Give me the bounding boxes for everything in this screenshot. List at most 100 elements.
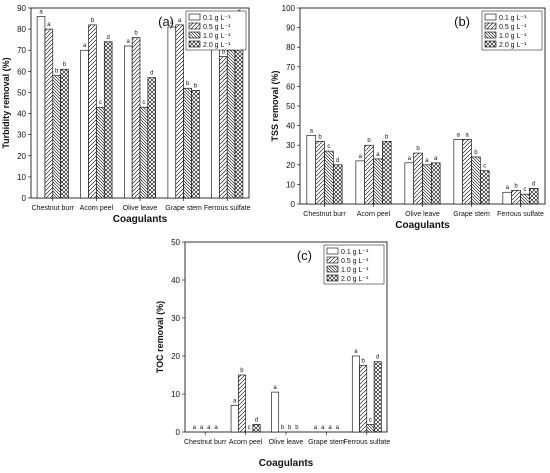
bar	[502, 191, 512, 205]
legend-swatch	[188, 13, 201, 21]
significance-letter: c	[248, 425, 251, 431]
legend-swatch	[326, 256, 339, 264]
legend-swatch	[188, 31, 201, 39]
bar	[333, 164, 343, 205]
bar	[211, 39, 220, 199]
legend-swatch	[326, 274, 339, 282]
bar	[230, 405, 239, 433]
significance-letter: a	[457, 132, 461, 138]
bar	[131, 37, 141, 199]
significance-letter: c	[523, 187, 526, 193]
significance-letter: b	[318, 134, 322, 140]
y-tick-label: 20	[171, 352, 180, 361]
significance-letter: b	[514, 183, 518, 189]
panel-a-turbidity-chart: 0 10 20 30 40 50 60 70 80 90 Turbidity removal (%)…	[1, 4, 251, 225]
significance-letter: a	[47, 22, 51, 28]
y-tick-label: 90	[17, 4, 26, 13]
bar	[520, 193, 530, 205]
significance-letter: c	[142, 100, 145, 106]
significance-letter: a	[233, 398, 237, 404]
bar	[359, 365, 368, 433]
significance-letter: a	[359, 154, 363, 160]
y-tick-label: 60	[286, 82, 295, 91]
significance-letter: d	[255, 417, 258, 423]
y-tick-label: 0	[291, 200, 296, 209]
significance-letter: d	[532, 181, 535, 187]
significance-letter: a	[506, 185, 510, 191]
bar	[36, 16, 46, 199]
legend-swatch	[484, 40, 497, 48]
legend-swatch	[326, 247, 339, 255]
panel-label: (c)	[297, 248, 312, 263]
x-tick-label: Acorn peel	[229, 439, 263, 446]
bar	[529, 188, 539, 205]
x-tick-label: Chestnut burr	[32, 205, 75, 212]
y-tick-label: 70	[286, 63, 295, 72]
legend-swatch	[484, 31, 497, 39]
significance-letter: a	[200, 425, 204, 431]
bar	[271, 391, 280, 433]
bar	[315, 140, 325, 205]
legend-swatch	[188, 22, 201, 30]
x-tick-label: Olive leave	[269, 439, 304, 446]
bar	[183, 87, 192, 199]
legend-label: 1.0 g L⁻¹	[499, 33, 527, 40]
legend-label: 0.5 g L⁻¹	[341, 258, 369, 265]
bar	[96, 106, 105, 199]
significance-letter: c	[483, 164, 486, 170]
legend-label: 0.1 g L⁻¹	[203, 15, 231, 22]
bar	[351, 355, 360, 433]
legend-label: 0.1 g L⁻¹	[499, 15, 527, 22]
y-tick-label: 60	[17, 67, 26, 76]
bar	[80, 49, 89, 199]
bar	[413, 152, 423, 205]
significance-letter: a	[214, 425, 218, 431]
legend-label: 1.0 g L⁻¹	[203, 33, 231, 40]
significance-letter: a	[354, 349, 358, 355]
bar	[471, 156, 481, 205]
bar	[382, 140, 392, 205]
y-tick-label: 20	[286, 161, 295, 170]
y-tick-label: 40	[171, 276, 180, 285]
significance-letter: b	[361, 359, 365, 365]
significance-letter: a	[328, 425, 332, 431]
significance-letter: a	[83, 43, 87, 49]
significance-letter: d	[336, 158, 339, 164]
significance-letter: b	[240, 368, 244, 374]
significance-letter: a	[170, 20, 174, 26]
x-axis-label: Coagulants	[395, 220, 450, 231]
bar	[167, 26, 177, 199]
x-tick-label: Acorn peel	[357, 211, 391, 218]
legend-swatch	[326, 265, 339, 273]
y-tick-label: 20	[17, 152, 26, 161]
significance-letter: b	[63, 62, 67, 68]
significance-letter: b	[385, 134, 389, 140]
significance-letter: b	[186, 81, 190, 87]
bar	[373, 158, 383, 205]
bar	[175, 24, 184, 199]
y-tick-label: 10	[17, 173, 26, 182]
bar	[44, 28, 54, 199]
significance-letter: a	[178, 18, 182, 24]
significance-letter: a	[39, 9, 43, 15]
bar	[60, 68, 69, 199]
significance-letter: d	[107, 35, 110, 41]
significance-letter: a	[273, 385, 277, 391]
panel-b-tss-chart: 0 10 20 30 40 50 60 70 80 90 100 TSS removal (%) Coa…	[270, 4, 546, 231]
y-tick-label: 0	[22, 194, 27, 203]
legend-swatch	[484, 13, 497, 21]
significance-letter: c	[99, 100, 102, 106]
significance-letter: a	[193, 425, 197, 431]
legend-swatch	[484, 22, 497, 30]
x-tick-label: Chestnut burr	[303, 211, 346, 218]
bar	[480, 170, 490, 205]
panel-c-toc-chart: 0 10 20 30 40 50 TOC removal (%) Coagulants Ches…	[155, 238, 390, 469]
significance-letter: b	[288, 425, 292, 431]
significance-letter: b	[55, 69, 59, 75]
legend-swatch	[188, 40, 201, 48]
significance-letter: b	[416, 146, 420, 152]
x-tick-label: Ferrous sulfate	[497, 211, 544, 218]
legend-label: 1.0 g L⁻¹	[341, 267, 369, 274]
y-axis-label: Turbidity removal (%)	[1, 57, 11, 148]
bar	[462, 139, 472, 205]
